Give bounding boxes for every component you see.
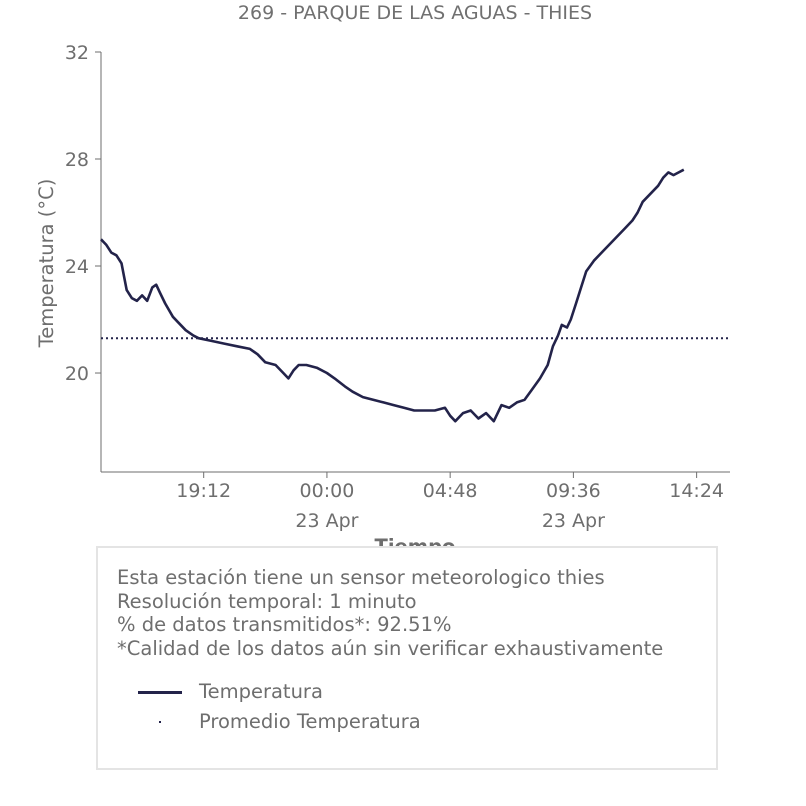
x-tick-sublabel: 23 Apr (542, 510, 605, 532)
info-resolution: Resolución temporal: 1 minuto (117, 589, 417, 613)
y-tick-label: 24 (65, 256, 89, 278)
x-tick-label: 14:24 (669, 480, 724, 502)
chart-labels: 20 24 28 32 19:12 00:00 23 Apr 04:48 09:36 23 Apr… (35, 42, 724, 558)
info-quality-note: *Calidad de los datos aún sin verificar … (117, 636, 664, 660)
legend-label-temperatura: Temperatura (199, 680, 323, 703)
x-tick-label: 09:36 (546, 480, 601, 502)
info-box: Esta estación tiene un sensor meteorolog… (96, 546, 718, 770)
chart-axes (95, 51, 730, 478)
series-temperatura (100, 168, 685, 423)
info-transmitted: % de datos transmitidos*: 92.51% (117, 613, 452, 636)
legend-line-swatch (138, 691, 182, 694)
x-tick-label: 19:12 (176, 480, 231, 502)
y-tick-label: 28 (65, 149, 89, 171)
legend-label-promedio: Promedio Temperatura (199, 710, 421, 733)
legend-dot-swatch (159, 721, 161, 723)
y-axis-label: Temperatura (°C) (35, 179, 58, 349)
info-sensor: Esta estación tiene un sensor meteorolog… (117, 566, 605, 589)
chart-marks (100, 168, 728, 423)
chart-title: 269 - PARQUE DE LAS AGUAS - THIES (237, 2, 593, 24)
info-text: Esta estación tiene un sensor meteorolog… (117, 566, 663, 660)
x-tick-sublabel: 23 Apr (295, 510, 358, 532)
x-tick-label: 00:00 (300, 480, 355, 502)
y-tick-label: 20 (65, 363, 89, 385)
x-tick-label: 04:48 (423, 480, 478, 502)
y-tick-label: 32 (65, 42, 89, 64)
